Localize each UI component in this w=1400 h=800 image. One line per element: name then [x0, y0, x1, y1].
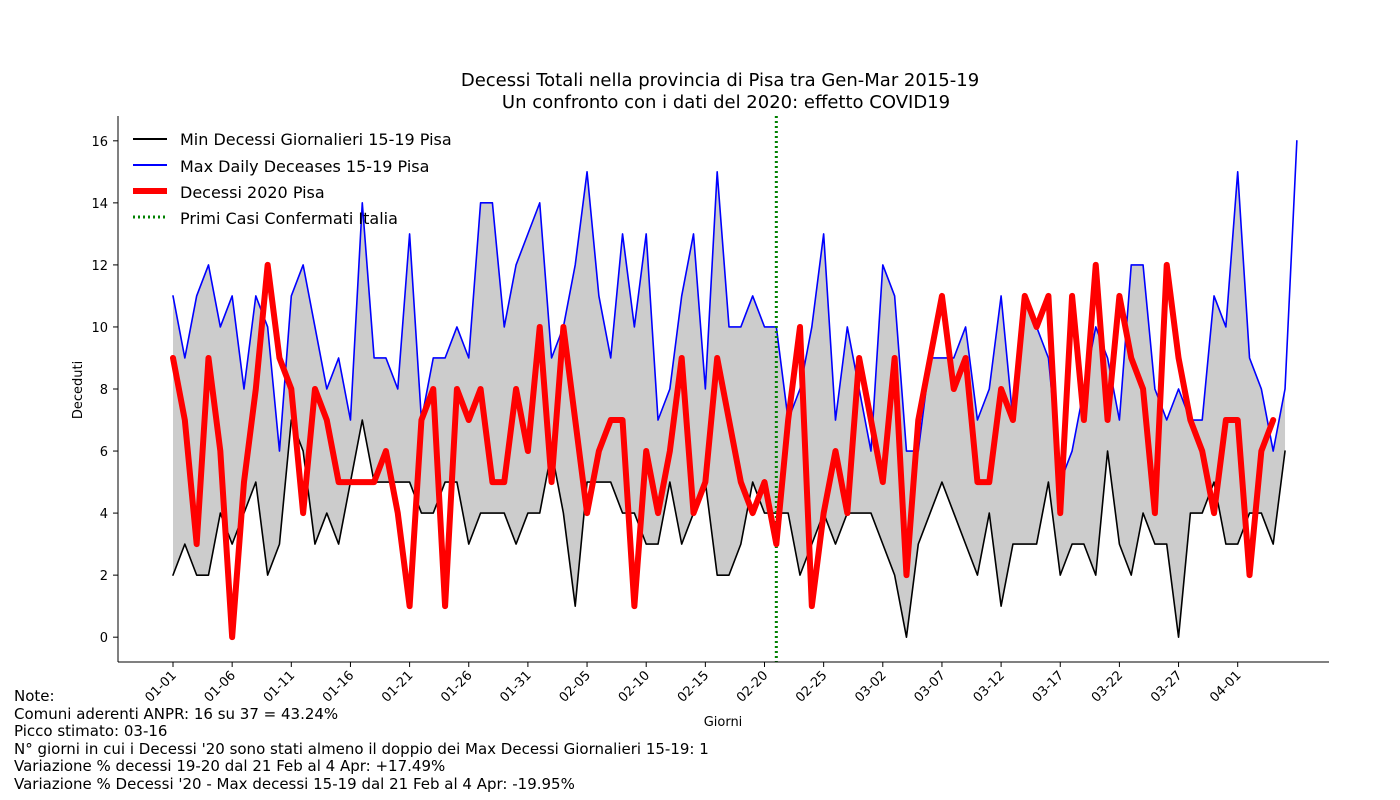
y-tick-label: 2: [100, 569, 108, 584]
y-axis-label: Deceduti: [71, 361, 86, 419]
y-tick-label: 0: [100, 631, 108, 646]
legend: Min Decessi Giornalieri 15-19 Pisa Max D…: [133, 130, 452, 228]
chart-title: Decessi Totali nella provincia di Pisa t…: [461, 70, 979, 91]
note-line: N° giorni in cui i Decessi '20 sono stat…: [14, 739, 709, 758]
x-tick-label: 03-22: [1089, 668, 1126, 705]
legend-label-2020: Decessi 2020 Pisa: [180, 183, 325, 202]
note-line: Variazione % decessi 19-20 dal 21 Feb al…: [14, 757, 446, 775]
note-line: Variazione % Decessi '20 - Max decessi 1…: [14, 774, 575, 793]
note-line: Picco stimato: 03-16: [14, 722, 168, 740]
x-tick-label: 03-12: [971, 668, 1008, 705]
legend-label-max: Max Daily Deceases 15-19 Pisa: [180, 157, 429, 176]
x-tick-label: 03-02: [852, 668, 889, 705]
series-min-line: [172, 419, 1286, 638]
chart-subtitle: Un confronto con i dati del 2020: effett…: [502, 92, 950, 113]
x-tick-label: 02-25: [793, 668, 830, 705]
y-tick-label: 8: [100, 383, 108, 398]
y-tick-label: 6: [100, 445, 108, 460]
x-tick-label: 04-01: [1207, 668, 1244, 705]
y-tick-label: 10: [91, 321, 108, 336]
x-tick-label: 03-17: [1030, 668, 1067, 705]
notes-block: Note: Comuni aderenti ANPR: 16 su 37 = 4…: [14, 687, 709, 793]
y-tick-label: 12: [91, 259, 108, 274]
series-2020-line: [170, 261, 1277, 641]
y-tick-label: 14: [91, 197, 108, 212]
x-tick-label: 03-27: [1148, 668, 1185, 705]
note-line: Comuni aderenti ANPR: 16 su 37 = 43.24%: [14, 704, 339, 723]
y-tick-label: 4: [100, 507, 108, 522]
legend-label-first-cases: Primi Casi Confermati Italia: [180, 209, 398, 228]
x-axis-label: Giorni: [704, 715, 743, 730]
legend-label-min: Min Decessi Giornalieri 15-19 Pisa: [180, 130, 452, 149]
y-tick-label: 16: [91, 135, 108, 150]
notes-heading: Note:: [14, 687, 55, 705]
x-tick-label: 02-20: [734, 668, 771, 705]
x-tick-label: 03-07: [911, 668, 948, 705]
